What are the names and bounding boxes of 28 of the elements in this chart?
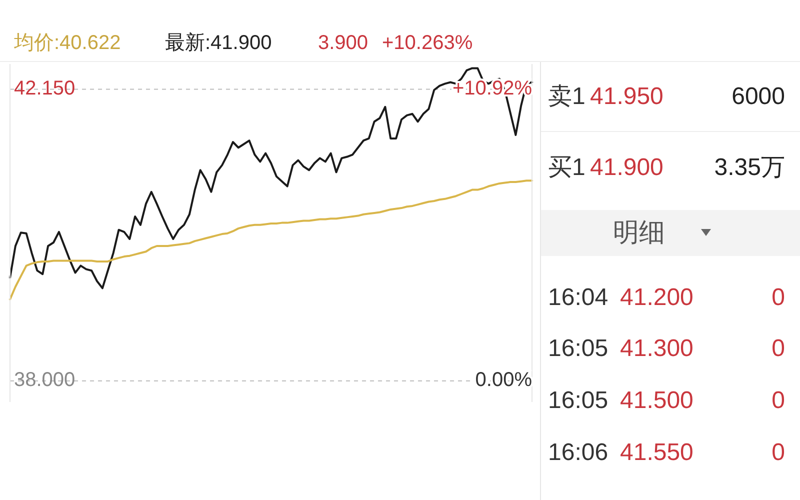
y2-tick-label: 0.00% xyxy=(475,369,532,392)
text: 0 xyxy=(772,335,785,364)
y-tick-label: 42.150 xyxy=(14,78,76,100)
text: 16:06 xyxy=(548,438,608,468)
text: 0 xyxy=(772,284,785,312)
text: 16:04 xyxy=(548,284,608,312)
text: 均价:40.622 xyxy=(14,31,121,55)
text: 3.900 xyxy=(318,31,368,55)
text: 41.550 xyxy=(620,438,694,468)
text: 买1 xyxy=(548,154,586,182)
line-series xyxy=(9,67,533,290)
y-tick-label: 38.000 xyxy=(14,369,76,392)
text: 明细 xyxy=(613,217,665,249)
text: 最新:41.900 xyxy=(165,31,272,55)
text: 3.35万 xyxy=(714,154,785,182)
text: 41.950 xyxy=(590,82,664,112)
text: 16:05 xyxy=(548,335,608,364)
text: 41.900 xyxy=(590,154,664,182)
text: 41.300 xyxy=(620,335,694,364)
line-series xyxy=(9,180,533,300)
text: 41.500 xyxy=(620,387,694,416)
text: 0 xyxy=(772,438,785,468)
text: 41.200 xyxy=(620,284,694,312)
text: 卖1 xyxy=(548,82,586,112)
text: +10.263% xyxy=(382,31,473,55)
text: 16:05 xyxy=(548,387,608,416)
text: 6000 xyxy=(732,82,785,112)
text: 0 xyxy=(772,387,785,416)
